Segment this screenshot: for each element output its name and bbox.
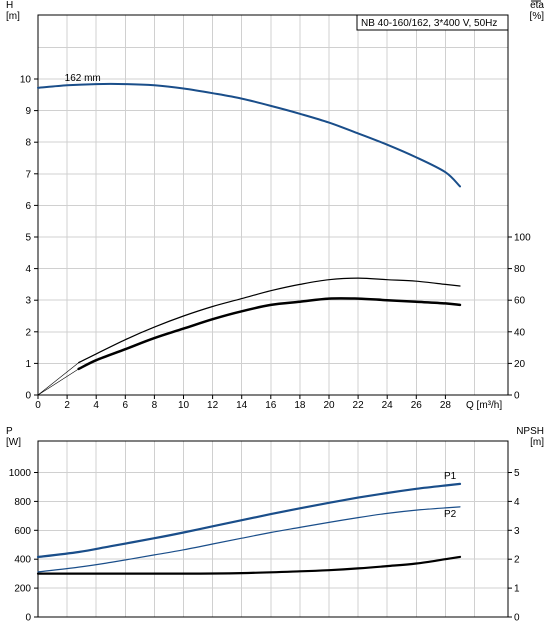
chart-title-box [356, 14, 509, 31]
series-line [78, 277, 461, 364]
x-tick-label: 28 [440, 400, 452, 411]
y-tick-label: 10 [20, 75, 32, 86]
y2-tick-label: 5 [514, 468, 520, 479]
y2-axis-label: eta [530, 0, 544, 11]
y-tick-label: 600 [14, 526, 31, 537]
x-tick-label: 26 [411, 400, 423, 411]
efficiency-lead-line [37, 368, 79, 396]
y2-tick-label: 2 [514, 555, 520, 566]
y-axis-label: [W] [6, 437, 21, 448]
plot-frame [37, 440, 509, 618]
x-tick-label: 18 [294, 400, 306, 411]
x-tick-label: 24 [382, 400, 394, 411]
x-tick-label: 6 [123, 400, 129, 411]
y2-tick-label: 60 [514, 296, 526, 307]
y-tick-label: 2 [25, 327, 31, 338]
y-axis-label: H [6, 0, 13, 11]
series-line [77, 297, 462, 371]
series-label: P2 [444, 509, 457, 520]
series-label: P1 [444, 471, 457, 482]
x-tick-label: 16 [265, 400, 277, 411]
y-axis-label: [m] [6, 11, 20, 22]
series-line [36, 482, 462, 559]
y2-tick-label: 100 [514, 233, 531, 244]
y2-tick-label: 1 [514, 584, 520, 595]
x-tick-label: 10 [178, 400, 190, 411]
y2-tick-label: 3 [514, 526, 520, 537]
y-tick-label: 0 [25, 613, 31, 624]
x-axis-label: Q [m³/h] [466, 400, 502, 411]
x-tick-label: 20 [323, 400, 335, 411]
series-line [37, 82, 461, 188]
x-tick-label: 4 [93, 400, 99, 411]
y2-axis-label: [m] [530, 437, 544, 448]
y-axis-label: P [6, 426, 13, 437]
efficiency-lead-line [37, 362, 79, 396]
y-tick-label: 800 [14, 497, 31, 508]
chart-title: NB 40-160/162, 3*400 V, 50Hz [361, 18, 497, 29]
y2-tick-label: 40 [514, 327, 526, 338]
x-tick-label: 2 [64, 400, 70, 411]
y2-axis-label: NPSH [516, 426, 544, 437]
y-tick-label: 5 [25, 233, 31, 244]
y2-tick-label: 4 [514, 497, 520, 508]
y-tick-label: 1 [25, 359, 31, 370]
y2-tick-label: 20 [514, 359, 526, 370]
series-line [37, 506, 461, 573]
y-tick-label: 9 [25, 106, 31, 117]
y-tick-label: 3 [25, 296, 31, 307]
y-tick-label: 8 [25, 138, 31, 149]
y2-tick-label: 80 [514, 264, 526, 275]
x-tick-label: 8 [152, 400, 158, 411]
curve-annotation: 162 mm [65, 73, 101, 84]
y-tick-label: 400 [14, 555, 31, 566]
series-line [36, 555, 462, 575]
x-tick-label: 22 [353, 400, 365, 411]
y2-tick-label: 0 [514, 391, 520, 402]
y-tick-label: 200 [14, 584, 31, 595]
x-tick-label: 12 [207, 400, 219, 411]
x-tick-label: 0 [35, 400, 41, 411]
y2-axis-label: [%] [530, 11, 545, 22]
y-tick-label: 4 [25, 264, 31, 275]
y-tick-label: 7 [25, 169, 31, 180]
y-tick-label: 0 [25, 391, 31, 402]
y2-tick-label: 0 [514, 613, 520, 624]
y-tick-label: 6 [25, 201, 31, 212]
y-tick-label: 1000 [9, 468, 32, 479]
x-tick-label: 14 [236, 400, 248, 411]
